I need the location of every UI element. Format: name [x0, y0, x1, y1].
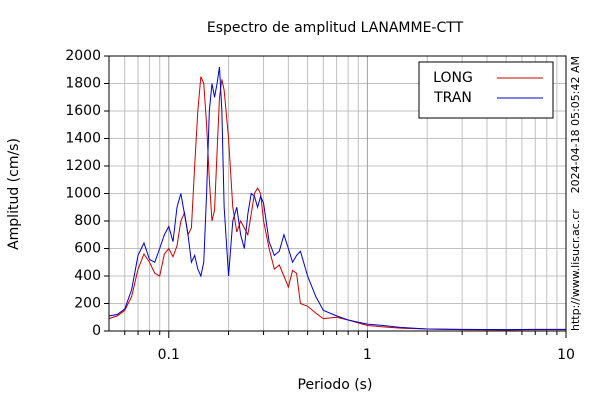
y-tick-label: 800	[74, 213, 101, 229]
legend-label: LONG	[433, 70, 473, 86]
y-tick-label: 1600	[65, 103, 101, 119]
y-tick-label: 600	[74, 241, 101, 257]
plot-frame	[108, 55, 567, 332]
y-tick-label: 2000	[65, 48, 101, 64]
series-line	[108, 76, 566, 331]
y-tick-label: 1200	[65, 158, 101, 174]
y-tick-label: 200	[74, 296, 101, 312]
legend-box	[418, 61, 554, 119]
lines	[108, 66, 566, 331]
y-axis-label: Amplitud (cm/s)	[6, 138, 22, 250]
timestamp: 2024-04-18 05:05:42 AM	[569, 56, 582, 193]
y-tick-label: 400	[74, 268, 101, 284]
x-tick-label: 1	[363, 347, 372, 363]
y-tick-label: 1400	[65, 131, 101, 147]
x-axis-label: Periodo (s)	[298, 377, 373, 393]
chart-title: Espectro de amplitud LANAMME-CTT	[207, 20, 464, 36]
y-tick-label: 1000	[65, 186, 101, 202]
source-url: http://www.lisucr.ac.cr	[569, 209, 582, 331]
y-tick-label: 0	[92, 323, 101, 339]
legend: LONG TRAN	[418, 61, 554, 119]
legend-label: TRAN	[433, 90, 472, 106]
x-tick-label: 0.1	[158, 347, 180, 363]
series-line	[108, 66, 566, 331]
x-tick-label: 10	[557, 347, 575, 363]
y-tick-label: 1800	[65, 76, 101, 92]
